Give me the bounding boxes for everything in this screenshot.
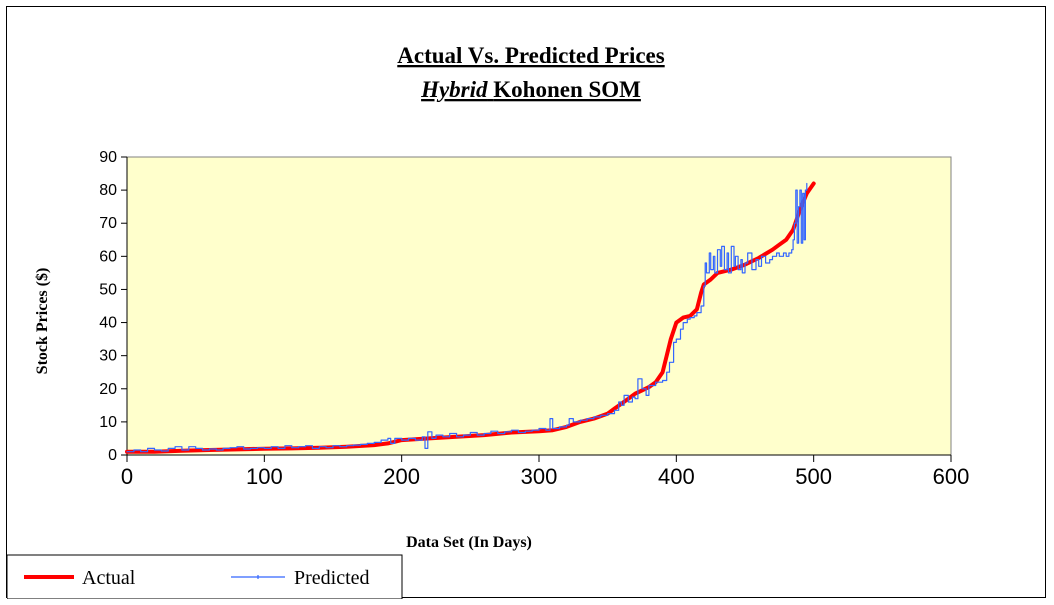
y-tick-label: 40: [99, 315, 117, 332]
chart-title: Actual Vs. Predicted Prices: [397, 43, 664, 68]
x-tick-label: 100: [246, 464, 283, 489]
tick-labels: 0 10 20 30 40 50 60 70 80 90 0 100 200 300 400 500 600: [99, 149, 969, 489]
x-axis-title: Data Set (In Days): [406, 534, 532, 551]
chart-frame: Actual Vs. Predicted Prices Hybrid Kohon…: [6, 6, 1046, 599]
legend: Actual Predicted: [7, 554, 403, 599]
chart-subtitle-rest: Kohonen SOM: [493, 77, 641, 102]
series-line-predicted: [126, 182, 808, 453]
x-tick-label: 600: [933, 464, 970, 489]
legend-label-predicted: Predicted: [294, 567, 370, 589]
x-tick-label: 400: [658, 464, 695, 489]
x-tick-label: 0: [121, 464, 133, 489]
y-tick-label: 0: [108, 447, 117, 464]
axis-ticks: [121, 156, 952, 462]
legend-label-actual: Actual: [82, 567, 136, 589]
y-tick-label: 80: [99, 182, 117, 199]
y-tick-label: 50: [99, 281, 117, 298]
y-tick-label: 20: [99, 381, 117, 398]
y-tick-label: 60: [99, 248, 117, 265]
plot-area: [126, 156, 952, 456]
y-tick-label: 30: [99, 348, 117, 365]
chart-subtitle: Hybrid Kohonen SOM: [420, 77, 641, 102]
y-tick-label: 10: [99, 414, 117, 431]
series-layer: [125, 181, 816, 454]
y-tick-label: 90: [99, 149, 117, 166]
y-axis-title: Stock Prices ($): [34, 268, 51, 375]
x-tick-label: 300: [521, 464, 558, 489]
chart-svg: Actual Vs. Predicted Prices Hybrid Kohon…: [7, 43, 969, 599]
chart-subtitle-italic: Hybrid: [420, 77, 488, 102]
x-tick-label: 200: [383, 464, 420, 489]
x-tick-label: 500: [795, 464, 832, 489]
y-tick-label: 70: [99, 215, 117, 232]
